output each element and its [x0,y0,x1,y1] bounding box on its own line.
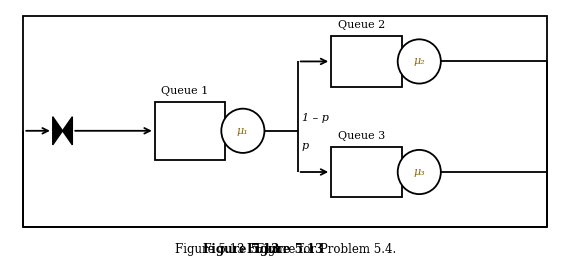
Polygon shape [63,117,73,145]
Text: Figure 5.13   Figure for Problem 5.4.: Figure 5.13 Figure for Problem 5.4. [175,243,396,256]
Bar [155,102,225,160]
Text: μ₁: μ₁ [237,126,249,136]
Text: Queue 3: Queue 3 [338,131,385,141]
Circle shape [222,109,264,153]
Bar [331,36,401,86]
Polygon shape [53,117,63,145]
Circle shape [398,39,441,84]
Text: Figure 5.13: Figure 5.13 [247,243,324,256]
Text: Queue 2: Queue 2 [338,20,385,30]
Text: p: p [301,141,309,151]
Circle shape [398,150,441,194]
Text: Figure 5.13: Figure 5.13 [203,243,279,256]
Bar [331,147,401,197]
Text: 1 – p: 1 – p [301,113,328,123]
Text: Queue 1: Queue 1 [162,86,208,96]
Text: μ₂: μ₂ [413,56,425,66]
Text: μ₃: μ₃ [413,167,425,177]
